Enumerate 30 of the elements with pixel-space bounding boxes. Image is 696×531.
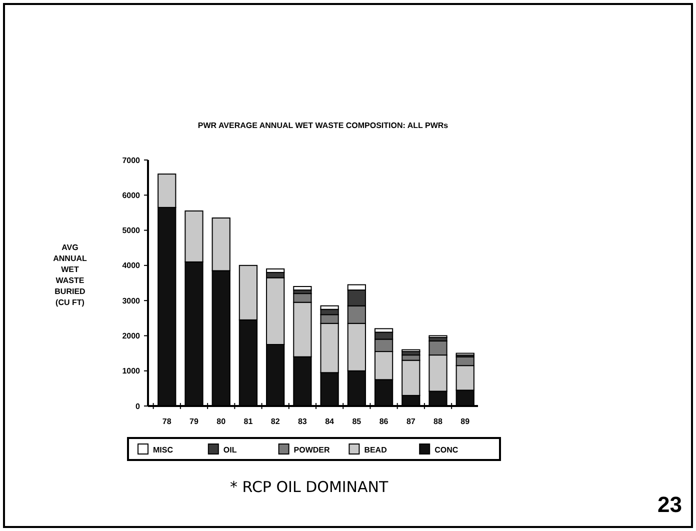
y-axis-title: AVG ANNUAL WET WASTE BURIED (CU FT)	[53, 243, 87, 307]
y-tick-label: 2000	[122, 332, 141, 341]
x-tick-label: 80	[216, 417, 226, 426]
chart-title: PWR AVERAGE ANNUAL WET WASTE COMPOSITION: ALL PWRs	[198, 121, 449, 130]
x-tick-label: 87	[406, 417, 416, 426]
text: * RCP OIL DOMINANT	[230, 478, 390, 496]
x-tick-label: 85	[352, 417, 362, 426]
x-tick-label: 78	[162, 417, 172, 426]
x-tick-label: 89	[460, 417, 470, 426]
y-tick-label: 7000	[122, 156, 141, 165]
legend-label: CONC	[434, 446, 458, 454]
legend-label: BEAD	[364, 446, 388, 454]
bar	[293, 286, 312, 291]
y-tick-label: 4000	[122, 261, 141, 270]
x-tick-label: 88	[434, 417, 444, 426]
y-tick-label: 0	[136, 402, 141, 411]
text: 23	[658, 492, 682, 517]
x-tick-label: 81	[244, 417, 254, 426]
y-tick-label: 3000	[122, 296, 141, 306]
x-tick-label: 86	[379, 417, 389, 426]
y-tick-label: 1000	[122, 366, 141, 376]
legend-label: POWDER	[294, 446, 330, 454]
x-tick-label: 84	[325, 417, 335, 426]
x-tick-label: 82	[270, 417, 280, 426]
x-tick-label: 79	[190, 417, 199, 426]
legend-label: MISC	[153, 446, 174, 454]
legend-label: OIL	[223, 446, 237, 454]
y-tick-label: 6000	[122, 190, 141, 200]
y-tick-label: 5000	[122, 226, 141, 236]
x-tick-label: 83	[298, 417, 308, 426]
